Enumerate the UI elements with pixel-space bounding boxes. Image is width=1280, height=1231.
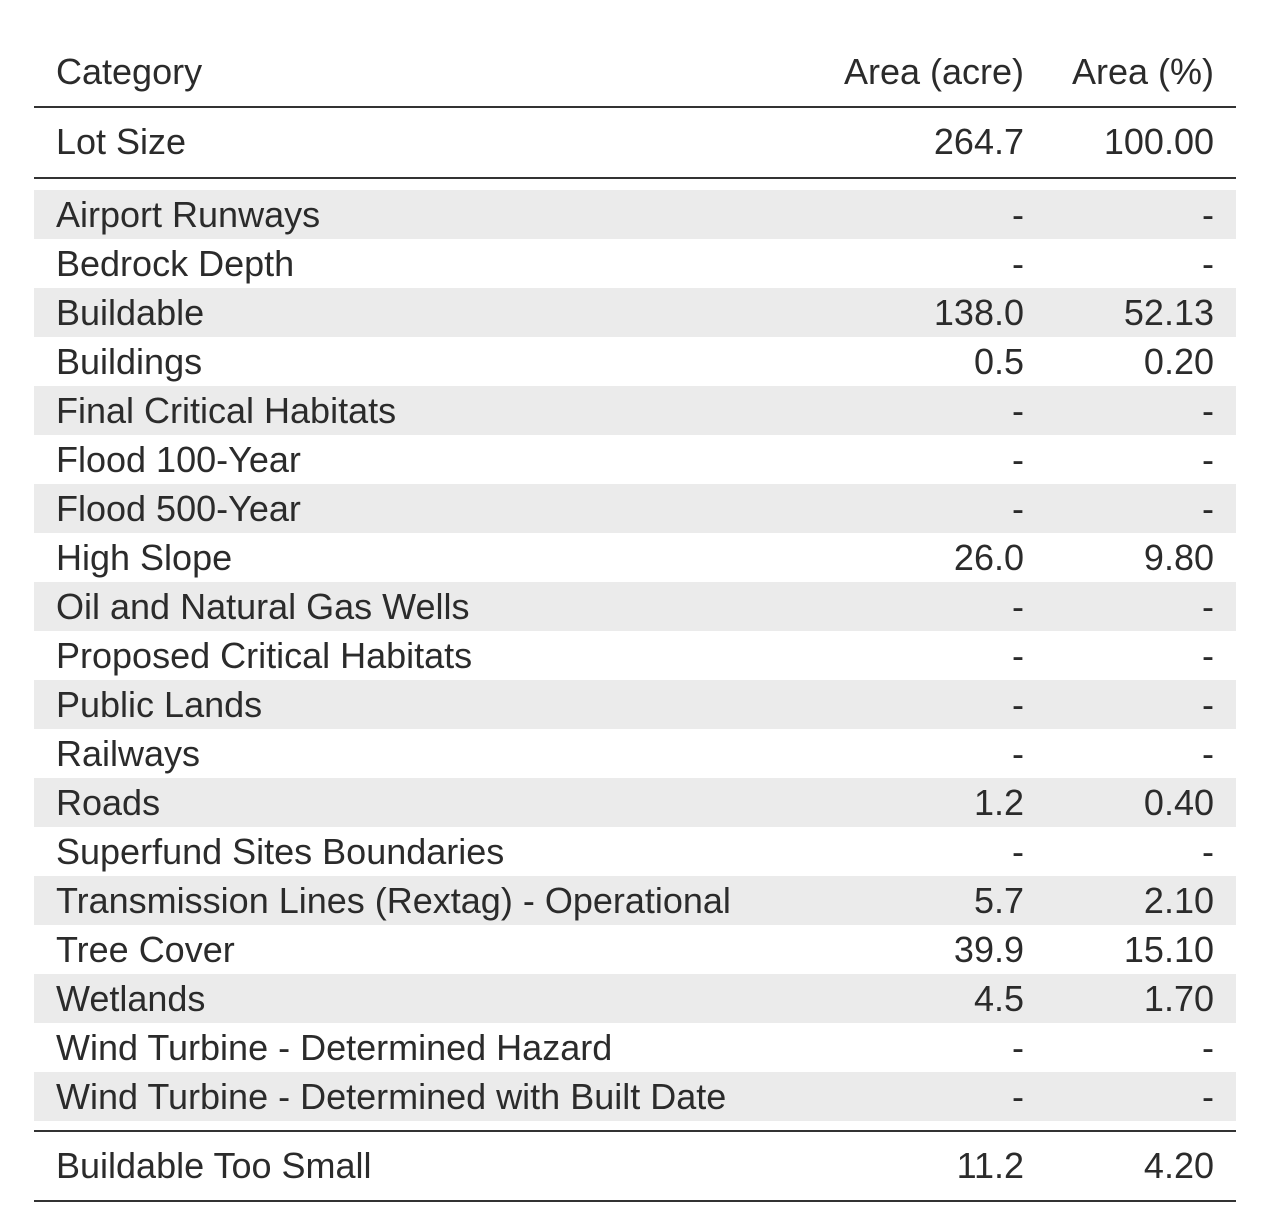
row-area-acre: - bbox=[1012, 635, 1024, 676]
header-area-acre: Area (acre) bbox=[843, 51, 1024, 92]
row-area-acre: 1.2 bbox=[973, 782, 1024, 823]
row-category: Bedrock Depth bbox=[56, 243, 295, 284]
table-row: High Slope 26.0 9.80 bbox=[34, 533, 1236, 582]
row-area-pct: - bbox=[1202, 194, 1214, 235]
table-row: Flood 500-Year - - bbox=[34, 484, 1236, 533]
table-row: Wind Turbine - Determined with Built Dat… bbox=[34, 1072, 1236, 1121]
table-row: Wetlands 4.5 1.70 bbox=[34, 974, 1236, 1023]
row-category: Proposed Critical Habitats bbox=[56, 635, 473, 676]
row-area-pct: - bbox=[1202, 684, 1214, 725]
table-bottom-rule bbox=[34, 1200, 1236, 1202]
row-area-pct: - bbox=[1202, 488, 1214, 529]
row-area-acre: - bbox=[1012, 439, 1024, 480]
row-area-pct: 0.20 bbox=[1143, 341, 1214, 382]
row-area-acre: - bbox=[1012, 586, 1024, 627]
row-category: Wetlands bbox=[56, 978, 206, 1019]
row-category: High Slope bbox=[56, 537, 233, 578]
summary-top-rule bbox=[34, 1130, 1236, 1132]
row-area-pct: 9.80 bbox=[1143, 537, 1214, 578]
row-area-pct: - bbox=[1202, 439, 1214, 480]
summary-area-pct: 4.20 bbox=[1143, 1145, 1214, 1186]
row-area-acre: - bbox=[1012, 1076, 1024, 1117]
row-area-acre: - bbox=[1012, 488, 1024, 529]
row-area-pct: - bbox=[1202, 586, 1214, 627]
row-category: Oil and Natural Gas Wells bbox=[56, 586, 470, 627]
row-category: Buildings bbox=[56, 341, 203, 382]
table-row: Railways - - bbox=[34, 729, 1236, 778]
table-row: Proposed Critical Habitats - - bbox=[34, 631, 1236, 680]
row-category: Wind Turbine - Determined Hazard bbox=[56, 1027, 613, 1068]
header-category: Category bbox=[56, 51, 203, 92]
table-row: Buildings 0.5 0.20 bbox=[34, 337, 1236, 386]
row-area-acre: 26.0 bbox=[953, 537, 1024, 578]
lot-size-category: Lot Size bbox=[56, 121, 187, 162]
table-header-row: Category Area (acre) Area (%) bbox=[34, 46, 1236, 98]
table-row: Superfund Sites Boundaries - - bbox=[34, 827, 1236, 876]
row-area-acre: 0.5 bbox=[973, 341, 1024, 382]
table-row: Final Critical Habitats - - bbox=[34, 386, 1236, 435]
row-area-pct: - bbox=[1202, 635, 1214, 676]
row-area-acre: - bbox=[1012, 390, 1024, 431]
table-row: Transmission Lines (Rextag) - Operationa… bbox=[34, 876, 1236, 925]
table-row: Oil and Natural Gas Wells - - bbox=[34, 582, 1236, 631]
row-category: Final Critical Habitats bbox=[56, 390, 397, 431]
row-area-acre: - bbox=[1012, 194, 1024, 235]
row-category: Superfund Sites Boundaries bbox=[56, 831, 505, 872]
row-category: Tree Cover bbox=[56, 929, 235, 970]
row-area-pct: 52.13 bbox=[1123, 292, 1214, 333]
summary-row: Buildable Too Small 11.2 4.20 bbox=[34, 1140, 1236, 1192]
row-category: Railways bbox=[56, 733, 201, 774]
table-row: Buildable 138.0 52.13 bbox=[34, 288, 1236, 337]
row-area-pct: - bbox=[1202, 733, 1214, 774]
table-row: Tree Cover 39.9 15.10 bbox=[34, 925, 1236, 974]
row-area-acre: - bbox=[1012, 1027, 1024, 1068]
header-area-pct: Area (%) bbox=[1071, 51, 1214, 92]
row-area-acre: - bbox=[1012, 733, 1024, 774]
table-row: Airport Runways - - bbox=[34, 190, 1236, 239]
row-area-acre: - bbox=[1012, 243, 1024, 284]
table-row: Public Lands - - bbox=[34, 680, 1236, 729]
row-area-pct: - bbox=[1202, 1076, 1214, 1117]
lot-size-area-acre: 264.7 bbox=[933, 121, 1024, 162]
row-area-pct: 2.10 bbox=[1143, 880, 1214, 921]
summary-category: Buildable Too Small bbox=[56, 1145, 372, 1186]
table-body: Airport Runways - - Bedrock Depth - - Buildabl… bbox=[34, 190, 1236, 1121]
row-area-acre: - bbox=[1012, 831, 1024, 872]
row-area-pct: 0.40 bbox=[1143, 782, 1214, 823]
row-category: Transmission Lines (Rextag) - Operationa… bbox=[56, 880, 731, 921]
row-category: Airport Runways bbox=[56, 194, 321, 235]
lot-size-row: Lot Size 264.7 100.00 bbox=[34, 116, 1236, 168]
table-row: Wind Turbine - Determined Hazard - - bbox=[34, 1023, 1236, 1072]
row-area-pct: 1.70 bbox=[1143, 978, 1214, 1019]
table-row: Flood 100-Year - - bbox=[34, 435, 1236, 484]
row-area-acre: 138.0 bbox=[933, 292, 1024, 333]
row-category: Public Lands bbox=[56, 684, 263, 725]
row-area-acre: - bbox=[1012, 684, 1024, 725]
header-rule bbox=[34, 106, 1236, 108]
table-row: Bedrock Depth - - bbox=[34, 239, 1236, 288]
row-category: Roads bbox=[56, 782, 161, 823]
lot-size-area-pct: 100.00 bbox=[1103, 121, 1214, 162]
row-area-pct: - bbox=[1202, 1027, 1214, 1068]
row-category: Wind Turbine - Determined with Built Dat… bbox=[56, 1076, 727, 1117]
row-area-pct: 15.10 bbox=[1123, 929, 1214, 970]
row-category: Flood 500-Year bbox=[56, 488, 301, 529]
table-row: Roads 1.2 0.40 bbox=[34, 778, 1236, 827]
row-category: Flood 100-Year bbox=[56, 439, 301, 480]
lot-size-rule bbox=[34, 177, 1236, 179]
row-area-pct: - bbox=[1202, 390, 1214, 431]
row-category: Buildable bbox=[56, 292, 205, 333]
row-area-acre: 39.9 bbox=[953, 929, 1024, 970]
row-area-pct: - bbox=[1202, 243, 1214, 284]
row-area-acre: 5.7 bbox=[973, 880, 1024, 921]
summary-area-acre: 11.2 bbox=[956, 1145, 1024, 1186]
row-area-pct: - bbox=[1202, 831, 1214, 872]
row-area-acre: 4.5 bbox=[973, 978, 1024, 1019]
